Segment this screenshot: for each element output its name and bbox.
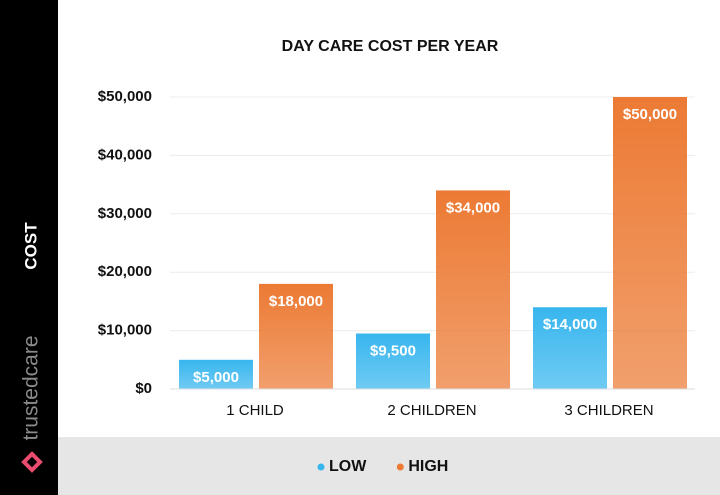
y-tick-label: $50,000	[98, 88, 152, 105]
chart-title: DAY CARE COST PER YEAR	[282, 38, 499, 55]
bar	[179, 359, 253, 389]
y-tick-label: $10,000	[98, 322, 152, 339]
sidebar	[0, 0, 58, 495]
x-tick-label: 1 CHILD	[226, 402, 284, 419]
legend-area	[58, 437, 720, 495]
y-axis-label: COST	[21, 222, 40, 270]
bar	[259, 283, 333, 389]
legend-dot	[396, 463, 404, 471]
brand-icon	[21, 451, 43, 473]
brand-logo: trustedcare	[20, 335, 43, 440]
y-tick-label: $0	[135, 380, 152, 397]
value-label: $50,000	[623, 106, 677, 123]
value-label: $34,000	[446, 199, 500, 216]
legend-label: LOW	[329, 458, 367, 475]
x-tick-label: 2 CHILDREN	[387, 402, 476, 419]
bar	[533, 307, 607, 389]
x-tick-label: 3 CHILDREN	[564, 402, 653, 419]
value-label: $5,000	[193, 369, 239, 386]
value-label: $9,500	[370, 342, 416, 359]
legend-label: HIGH	[408, 458, 448, 475]
legend-dot	[317, 463, 325, 471]
y-tick-label: $20,000	[98, 263, 152, 280]
y-tick-label: $40,000	[98, 146, 152, 163]
value-label: $14,000	[543, 316, 597, 333]
y-tick-label: $30,000	[98, 205, 152, 222]
bar	[613, 97, 687, 389]
bar	[436, 190, 510, 389]
bar	[356, 333, 430, 389]
value-label: $18,000	[269, 293, 323, 310]
